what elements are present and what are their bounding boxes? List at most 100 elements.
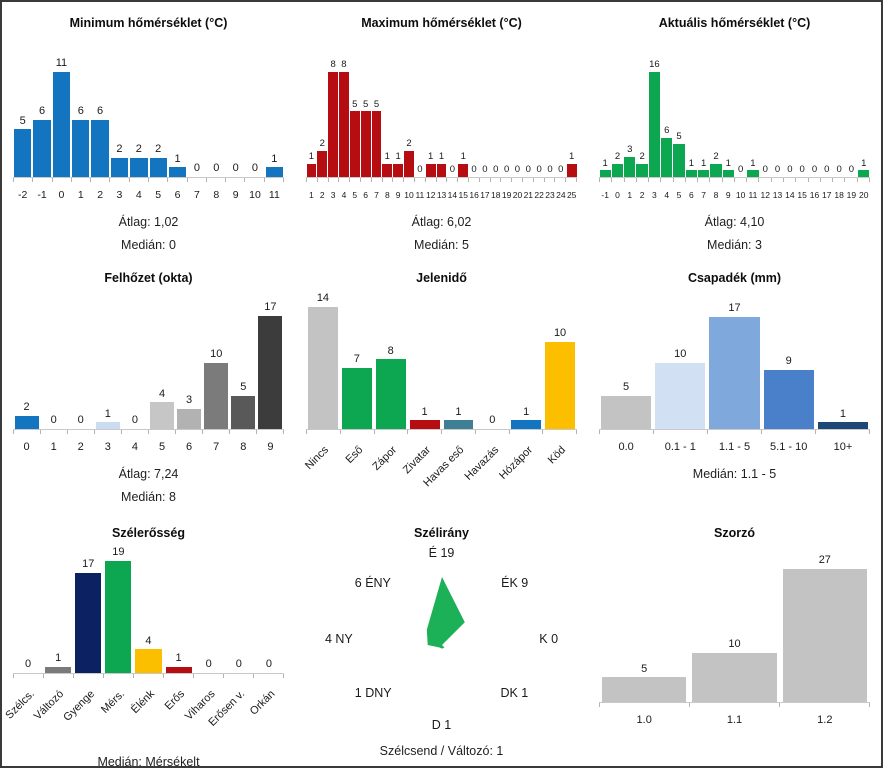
x-axis-label: 1 [627, 190, 633, 200]
wind-label-north: É 19 [428, 546, 455, 560]
x-axis-label: 18 [491, 190, 501, 200]
bar-value-label: 1 [175, 652, 182, 665]
x-axis-label: 2 [319, 190, 325, 200]
present-weather-histogram: 14 7 8 1 1 0 1 10 Nincs Eső Zápor Zivatar Havas eső H… [303, 291, 577, 509]
bar-value-label: 0 [558, 164, 564, 176]
bar-value-label: 0 [514, 164, 521, 176]
x-axis-label: 11 [268, 189, 280, 201]
x-axis-label: 8 [384, 190, 390, 200]
bar [168, 167, 187, 177]
bar-value-label: 10 [210, 347, 223, 360]
x-axis-label: Mérs. [98, 688, 127, 716]
x-axis-label: 25 [566, 190, 577, 200]
panel-title: Aktuális hőmérséklet (°C) [658, 16, 811, 30]
bar [710, 163, 722, 177]
stat-average: Átlag: 6,02 [411, 215, 472, 229]
bar [443, 420, 474, 429]
bar-value-label: 19 [112, 546, 125, 559]
bar [204, 362, 229, 429]
bar-value-label: 0 [824, 164, 830, 176]
x-axis-label: 1 [77, 189, 84, 201]
bar-value-label: 5 [373, 98, 380, 110]
panel-min-temperature: Minimum hőmérséklet (°C) 5 6 11 6 6 2 2 2 1 0 0 0 0 1… [2, 2, 295, 257]
bar [14, 415, 39, 429]
bar [258, 316, 283, 429]
bar-value-label: 8 [341, 59, 347, 71]
wind-label-northwest: 6 ÉNY [354, 575, 391, 590]
bar [371, 111, 382, 177]
wind-label-south: D 1 [431, 718, 452, 732]
min-temperature-histogram: 5 6 11 6 6 2 2 2 1 0 0 0 0 1 -2 -1 0 1 2 3 4 5 6 7 8 9 10 11 Átlag: … [13, 56, 284, 252]
bar-value-label: 0 [525, 164, 531, 176]
bar [265, 167, 284, 177]
bar [110, 157, 129, 177]
bar-value-label: 0 [251, 162, 259, 175]
x-axis-label: Nincs [303, 444, 332, 472]
x-axis-label: 14 [785, 190, 795, 200]
bar-value-label: 0 [449, 164, 456, 176]
bar [611, 163, 624, 177]
bar [328, 72, 339, 177]
x-axis-label: 5 [155, 189, 162, 201]
bar-value-label: 1 [523, 405, 530, 418]
x-axis-label: 10 [735, 190, 746, 200]
bar [511, 420, 542, 429]
bar-value-label: 0 [213, 162, 220, 175]
wind-compass: É 19 ÉK 9 K 0 DK 1 D 1 1 DNY 4 NY 6 ÉNY [306, 546, 577, 732]
x-axis-label: Erős [162, 688, 188, 713]
bar [72, 119, 90, 177]
bar [341, 368, 372, 429]
bar-value-label: 0 [811, 164, 818, 176]
wind-label-east: K 0 [539, 631, 559, 646]
bar-value-label: 0 [235, 658, 242, 671]
x-axis-label: 19 [501, 190, 512, 200]
panel-current-temperature: Aktuális hőmérséklet (°C) 1 2 3 2 16 6 5 1 1 2 1 0 1… [588, 2, 881, 257]
bar [636, 163, 648, 177]
bar [458, 163, 469, 177]
x-axis-label: 9 [395, 190, 401, 200]
x-axis-label: 6 [174, 189, 181, 201]
x-axis-label: 10 [404, 190, 414, 200]
bar-value-label: 10 [674, 348, 687, 361]
stat-median: Medián: 8 [121, 490, 176, 504]
wind-calm-variable-note: Szélcsend / Változó: 1 [379, 744, 504, 758]
x-axis-label: 3 [116, 189, 123, 201]
panel-title: Jelenidő [416, 271, 467, 285]
x-axis-label: 0 [615, 190, 620, 200]
bar [306, 163, 317, 177]
bar [135, 649, 162, 673]
bar [349, 111, 360, 177]
bar [425, 163, 436, 177]
wind-label-southeast: DK 1 [500, 686, 529, 701]
x-axis-label: 1.2 [817, 714, 833, 726]
bar [95, 422, 120, 429]
panel-title: Szorzó [714, 526, 755, 540]
bar-value-label: 1 [861, 157, 867, 169]
x-axis-label: 15 [797, 190, 807, 200]
bar [409, 420, 440, 429]
x-axis-label: 11 [415, 190, 425, 200]
bar [709, 317, 760, 429]
bar-value-label: 0 [489, 414, 496, 427]
x-axis-label: 2 [77, 441, 84, 453]
bar [763, 369, 814, 429]
panel-precipitation: Csapadék (mm) 5 10 17 9 1 0.0 0.1 - 1 1.1 - 5 5.… [588, 257, 881, 512]
x-axis-label: Eső [343, 444, 366, 466]
bar-value-label: 1 [839, 407, 846, 420]
bar-value-label: 1 [569, 151, 575, 162]
wind-strength-histogram: 0 1 17 19 4 1 0 0 0 Szélcs. Változó Gyenge Mérs. Élén… [3, 545, 284, 766]
panel-wind-direction: Szélirány É 19 ÉK 9 K 0 DK 1 D 1 1 DNY 4… [295, 512, 588, 766]
panel-title: Csapadék (mm) [687, 271, 782, 285]
bar [648, 72, 661, 177]
stat-median: Medián: Mérsékelt [97, 755, 200, 766]
bar-value-label: 1 [725, 157, 731, 169]
x-axis-label: 2 [97, 189, 104, 201]
bar-value-label: 1 [308, 151, 315, 162]
bar-value-label: 0 [547, 164, 553, 176]
bar-value-label: 0 [799, 164, 805, 176]
panel-multiplier: Szorzó 5 10 27 1.0 1.1 1.2 [588, 512, 881, 766]
bar-value-label: 1 [602, 157, 608, 169]
bar-value-label: 10 [728, 638, 741, 650]
bar [685, 170, 697, 177]
bar-value-label: 6 [664, 124, 670, 136]
